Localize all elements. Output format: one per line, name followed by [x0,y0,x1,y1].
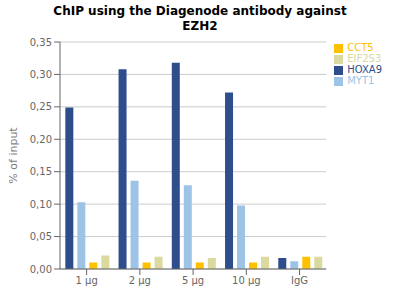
svg-text:0,35: 0,35 [30,37,52,48]
svg-text:1 μg: 1 μg [75,275,97,286]
svg-text:0,30: 0,30 [30,69,52,80]
svg-text:0,25: 0,25 [30,101,52,112]
svg-text:% of input: % of input [8,127,20,184]
html-text:ChIP using the Diagenode antib: ChIP using the Diagenode antibody agains… [53,4,347,18]
svg-text:2 μg: 2 μg [129,275,151,286]
svg-text:IgG: IgG [291,275,308,286]
html-text:EZH2: EZH2 [182,19,218,33]
svg-text:0,00: 0,00 [30,264,52,275]
html-text:MYT1: MYT1 [347,75,375,86]
svg-text:10 μg: 10 μg [232,275,261,286]
svg-text:5 μg: 5 μg [182,275,204,286]
svg-text:0,05: 0,05 [30,231,52,242]
html-text:HOXA9: HOXA9 [347,64,382,75]
html-text:CCT5: CCT5 [347,42,374,53]
svg-text:0,15: 0,15 [30,166,52,177]
svg-text:0,10: 0,10 [30,199,52,210]
svg-text:0,20: 0,20 [30,134,52,145]
html-text:EIF2S3: EIF2S3 [347,53,382,64]
